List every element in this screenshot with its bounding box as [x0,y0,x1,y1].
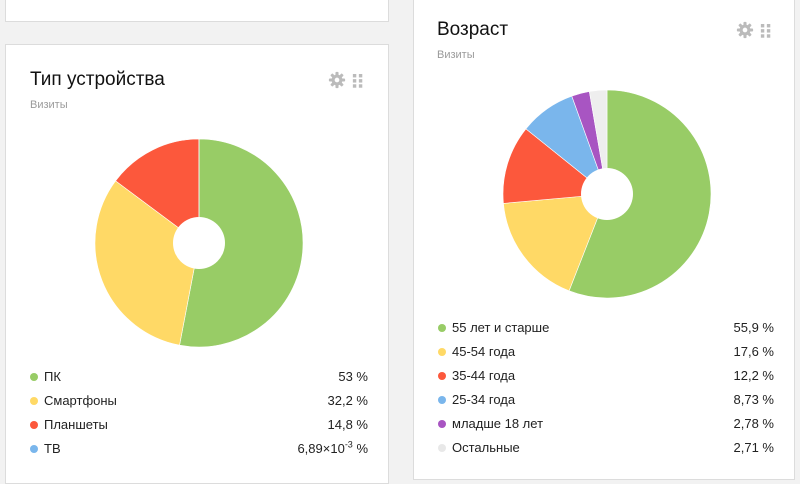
legend-marker [438,324,446,332]
legend-value: 32,2 % [327,393,368,408]
legend-item[interactable]: младше 18 лет 2,78 % [438,412,774,436]
legend-marker [438,444,446,452]
widget-title: Тип устройства [30,69,165,90]
widget-toolbar [736,21,772,39]
legend-marker [438,348,446,356]
legend-marker [30,397,38,405]
legend-label: младше 18 лет [452,416,544,431]
legend-marker [438,396,446,404]
previous-widget-card [5,0,389,22]
pie-slice-6[interactable] [589,89,608,195]
legend-marker [30,421,38,429]
legend-value: 12,2 % [733,368,774,383]
pie-slice-1[interactable] [568,89,712,299]
legend-item[interactable]: Смартфоны 32,2 % [30,389,368,413]
gear-icon[interactable] [736,21,754,39]
device-type-legend: ПК 53 % Смартфоны 32,2 % Планшеты 14,8 %… [30,365,368,461]
age-widget: Возраст Визиты 55 лет и старше 55,9 [413,0,795,480]
pie-slice-1[interactable] [179,138,304,348]
legend-label: Остальные [452,440,520,455]
legend-value: 2,78 % [733,416,774,431]
legend-label: ТВ [44,441,61,456]
legend-item[interactable]: 25-34 года 8,73 % [438,388,774,412]
legend-label: ПК [44,369,61,384]
donut-hole [581,168,633,220]
legend-value: 53 % [338,369,368,384]
donut-hole [173,217,225,269]
pie-slice-3[interactable] [502,128,608,204]
legend-item[interactable]: 55 лет и старше 55,9 % [438,316,774,340]
legend-value: 8,73 % [733,392,774,407]
legend-label: 55 лет и старше [452,320,550,335]
pie-slice-2[interactable] [503,193,608,292]
legend-marker [438,372,446,380]
gear-icon[interactable] [328,71,346,89]
legend-value: 6,89×10-3 % [297,439,368,456]
age-pie-chart [502,89,712,299]
widget-title: Возраст [437,19,509,40]
pie-slice-3[interactable] [115,138,200,244]
legend-label: Смартфоны [44,393,117,408]
legend-marker [30,373,38,381]
legend-item[interactable]: Планшеты 14,8 % [30,413,368,437]
legend-value: 55,9 % [733,320,774,335]
legend-label: 35-44 года [452,368,516,383]
drag-handle-icon[interactable] [352,71,364,89]
legend-marker [438,420,446,428]
legend-item[interactable]: 35-44 года 12,2 % [438,364,774,388]
device-type-widget: Тип устройства Визиты ПК 53 % [5,44,389,484]
age-legend: 55 лет и старше 55,9 % 45-54 года 17,6 %… [438,316,774,460]
widget-toolbar [328,71,364,89]
legend-item[interactable]: ТВ 6,89×10-3 % [30,437,368,461]
legend-value: 17,6 % [733,344,774,359]
legend-label: 25-34 года [452,392,516,407]
pie-slice-2[interactable] [94,180,200,346]
legend-marker [30,445,38,453]
legend-value: 14,8 % [327,417,368,432]
drag-handle-icon[interactable] [760,21,772,39]
legend-value: 2,71 % [733,440,774,455]
widget-subtitle: Визиты [30,99,68,111]
widget-subtitle: Визиты [437,49,475,61]
legend-label: 45-54 года [452,344,516,359]
legend-item[interactable]: 45-54 года 17,6 % [438,340,774,364]
legend-item[interactable]: Остальные 2,71 % [438,436,774,460]
device-type-pie-chart [94,138,304,348]
legend-item[interactable]: ПК 53 % [30,365,368,389]
legend-label: Планшеты [44,417,108,432]
